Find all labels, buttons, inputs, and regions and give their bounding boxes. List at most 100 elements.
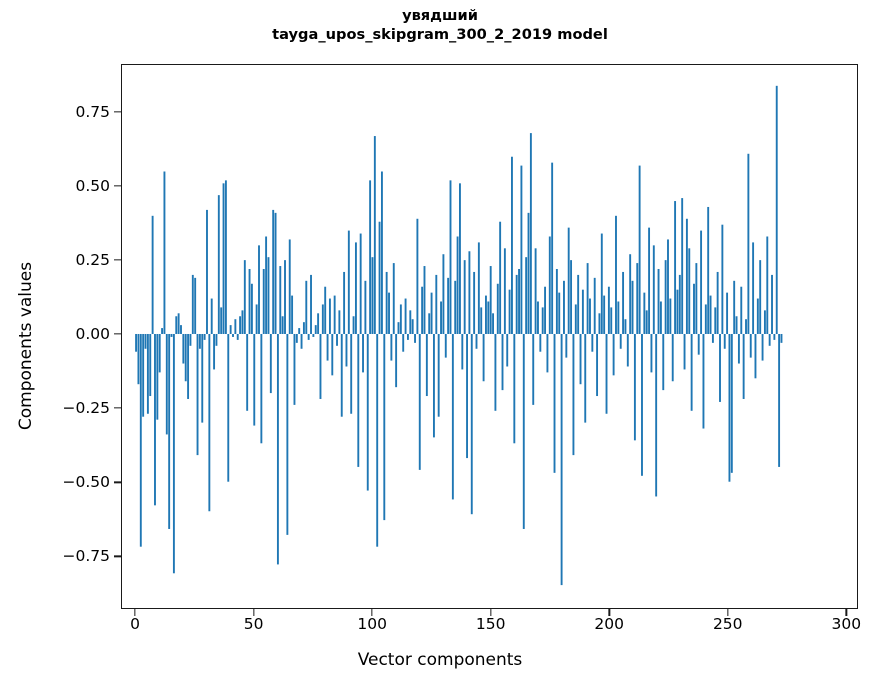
x-tick-mark [608,609,610,616]
bar [338,310,341,334]
bar [418,333,421,470]
bar [267,257,270,334]
bar [239,316,242,334]
bar [149,333,152,397]
bar [600,233,603,334]
bar [447,277,450,334]
bar [414,333,416,343]
x-tick-label: 150 [475,615,506,633]
bar [690,333,693,411]
bar [442,254,445,334]
bar [619,333,622,349]
bar [567,227,570,334]
bar [276,333,279,565]
bar [489,266,492,334]
bar [596,333,599,397]
bar [589,298,591,334]
bar [359,233,362,334]
bar [603,295,606,334]
bar [302,322,305,334]
bar [539,333,542,352]
bar [298,328,301,334]
bar [295,333,298,343]
bar [584,333,587,423]
y-tick-label: 0.50 [75,176,110,195]
bar [194,277,197,334]
x-tick-mark [490,609,492,616]
bar [555,268,558,334]
bar [234,319,237,334]
bar [345,333,348,367]
bar [622,271,625,334]
bar [766,236,769,334]
bar [485,295,487,334]
bar [180,325,182,334]
y-tick-mark [114,481,121,483]
bar [487,301,490,334]
bar [213,333,216,370]
bar [139,333,142,547]
bar [314,325,317,334]
bar [586,263,589,334]
chart-title: увядший tayga_upos_skipgram_300_2_2019 m… [0,6,880,44]
bar [236,333,239,340]
bar [617,301,620,334]
bar [191,274,194,334]
bar [253,333,256,426]
bar [416,218,419,334]
bar [778,333,781,467]
bar [364,280,367,334]
y-tick-label: −0.75 [62,547,111,566]
y-tick-label: 0.00 [75,324,110,343]
bar [688,248,691,334]
bar [281,316,284,334]
bar [681,198,684,334]
bar [671,333,674,382]
bar [515,274,518,334]
bar [286,333,289,535]
bar [321,304,324,334]
bar [771,274,773,334]
x-tick-label: 100 [357,615,387,633]
x-tick-label: 0 [130,615,141,633]
bar [198,333,201,349]
bar [463,260,466,334]
x-tick-mark [845,609,847,616]
bar [747,153,750,334]
bar [775,85,778,334]
bar [421,286,424,334]
bar [638,165,641,334]
bar [255,304,258,334]
x-tick-mark [727,609,729,616]
bar [307,333,310,340]
bar [563,280,565,334]
y-tick-label: −0.50 [62,473,111,492]
bar [437,333,440,417]
bar [570,260,573,334]
y-axis-label: Components values [16,261,36,431]
bar [591,333,594,352]
bar [328,298,331,334]
bar [340,333,343,417]
bar [693,283,695,334]
bar [260,333,263,444]
bar [380,171,383,334]
bar [768,333,771,346]
bar [581,289,584,334]
bar [406,333,409,340]
bar [217,195,220,334]
bar [492,313,494,334]
bar [624,319,627,334]
bar [241,310,244,334]
bar [168,333,171,529]
bar [494,333,497,411]
bar [714,307,717,334]
bar [331,333,334,376]
bar [425,333,428,397]
bar [248,268,251,334]
bar [459,183,461,334]
chart-title-model: tayga_upos_skipgram_300_2_2019 model [272,26,608,43]
bar [258,245,260,334]
bar [404,298,407,334]
x-tick-mark [134,609,136,616]
